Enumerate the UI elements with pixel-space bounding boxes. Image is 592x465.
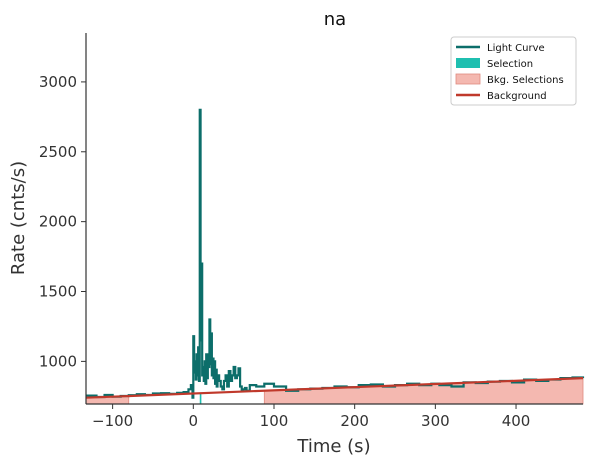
legend-label: Light Curve (487, 43, 545, 54)
x-axis-label: Time (s) (296, 436, 370, 457)
y-ticks: 1000 1500 2000 2500 3000 (39, 73, 86, 370)
x-tick-label: 100 (260, 412, 289, 430)
chart-title: na (324, 9, 346, 30)
y-axis-label: Rate (cnts/s) (8, 161, 29, 275)
light-curve-line (86, 108, 585, 399)
y-tick-label: 2500 (39, 143, 77, 161)
x-ticks: −100 0 100 200 300 400 (92, 404, 530, 430)
background-fit-line (85, 377, 584, 399)
legend-label: Background (487, 91, 547, 102)
selection-area (199, 393, 202, 404)
legend-label: Bkg. Selections (487, 75, 564, 86)
legend-swatch (455, 73, 481, 85)
legend-swatch (456, 58, 480, 68)
x-tick-label: 200 (340, 412, 369, 430)
y-tick-label: 1000 (39, 352, 77, 370)
x-tick-label: 0 (189, 412, 199, 430)
x-tick-label: 300 (421, 412, 450, 430)
y-tick-label: 2000 (39, 213, 77, 231)
series-layer (85, 108, 585, 399)
x-tick-label: −100 (92, 412, 133, 430)
legend-label: Selection (487, 59, 533, 70)
x-tick-label: 400 (502, 412, 531, 430)
selection-region (199, 393, 202, 404)
y-tick-label: 3000 (39, 73, 77, 91)
y-tick-label: 1500 (39, 283, 77, 301)
legend: Light Curve Selection Bkg. Selections Backg… (450, 36, 577, 106)
legend-frame (450, 36, 577, 106)
